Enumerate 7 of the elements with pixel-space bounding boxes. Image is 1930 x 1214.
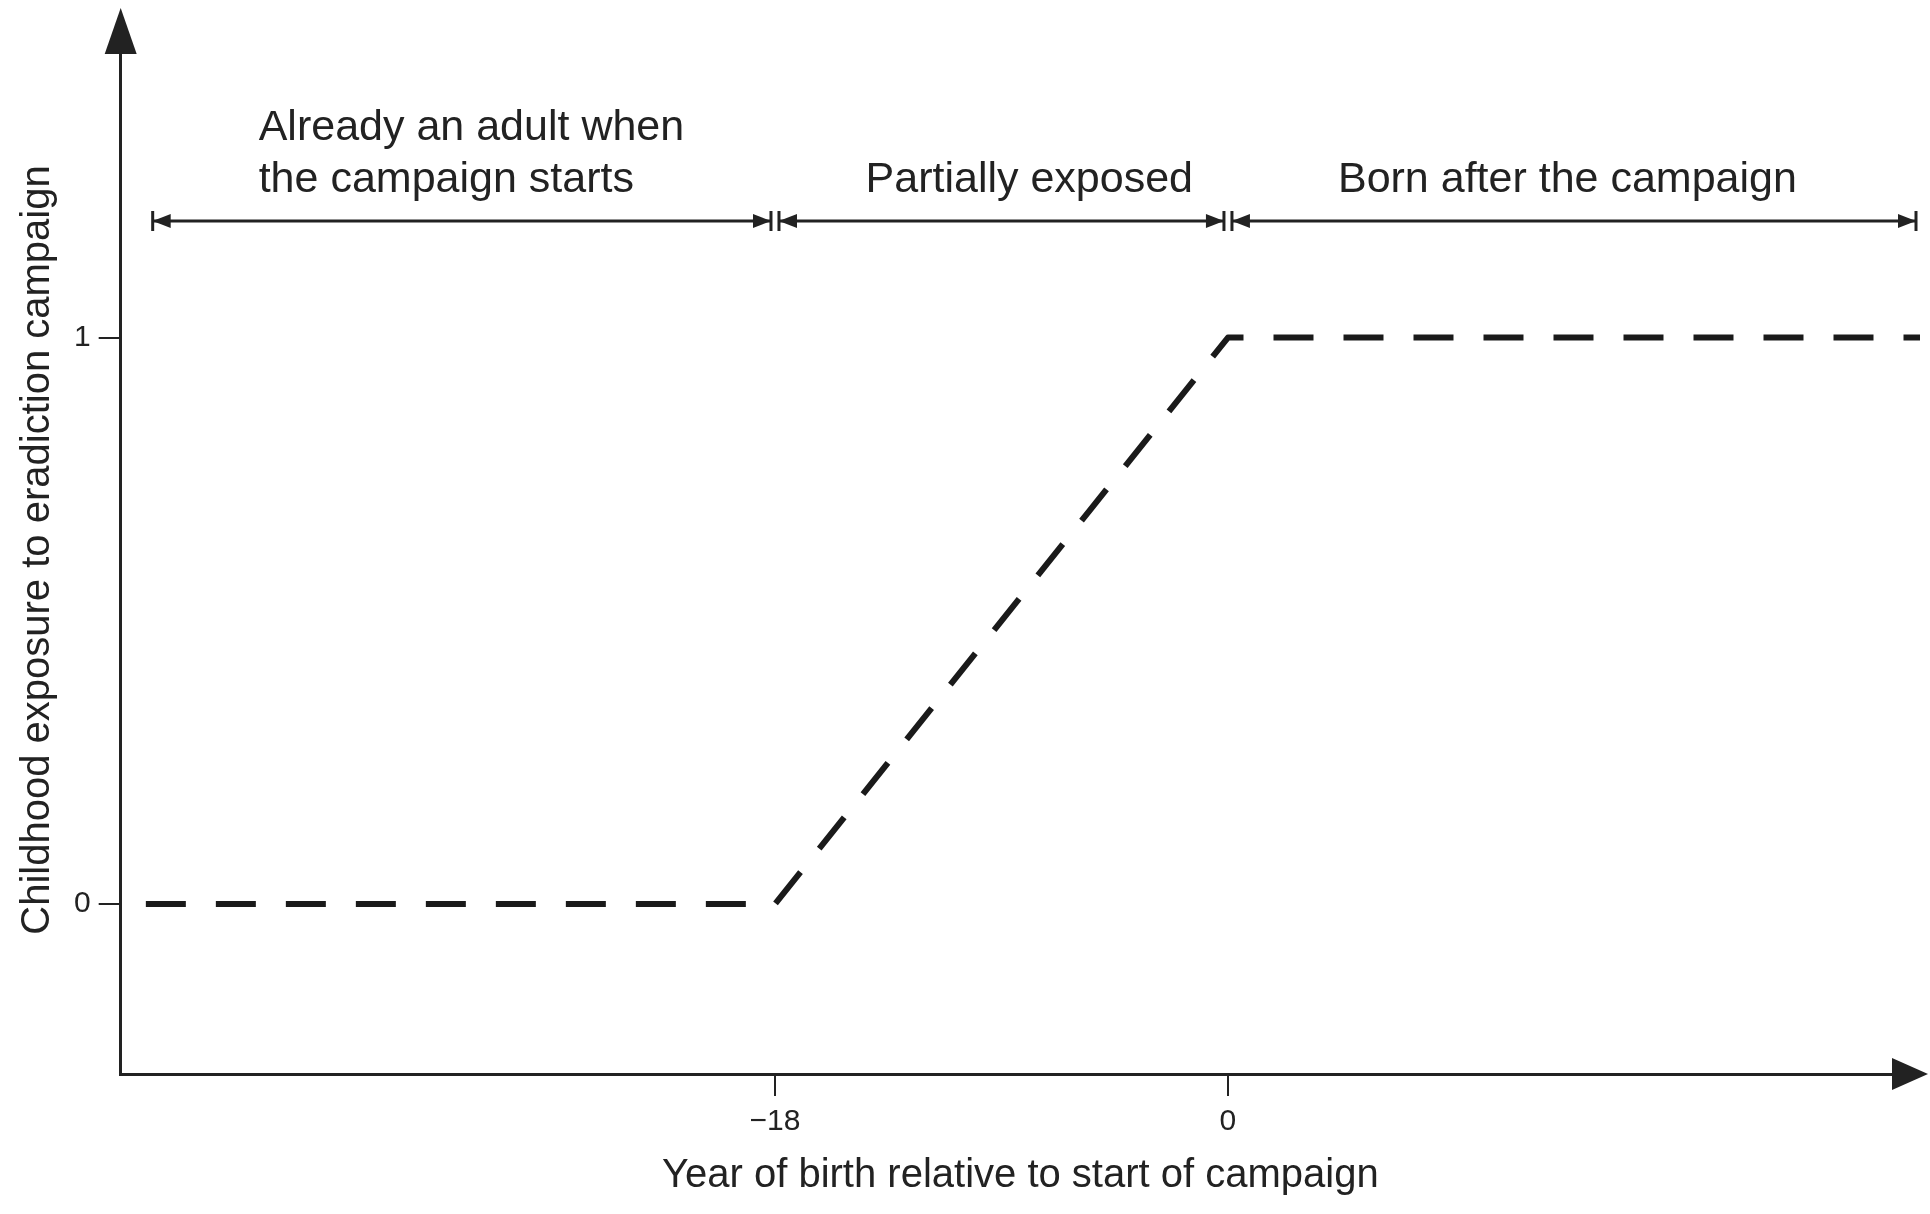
annotation: Already an adult when the campaign starts xyxy=(258,100,686,203)
annotation: Born after the campaign xyxy=(1337,152,1797,203)
x-axis-title: Year of birth relative to start of campaign xyxy=(662,1151,1379,1196)
y-tick-label: 1 xyxy=(74,318,91,352)
annotation: Partially exposed xyxy=(865,152,1194,203)
x-tick-label: −18 xyxy=(749,1103,801,1137)
y-axis-title: Childhood exposure to eradiction campaign xyxy=(13,165,58,935)
